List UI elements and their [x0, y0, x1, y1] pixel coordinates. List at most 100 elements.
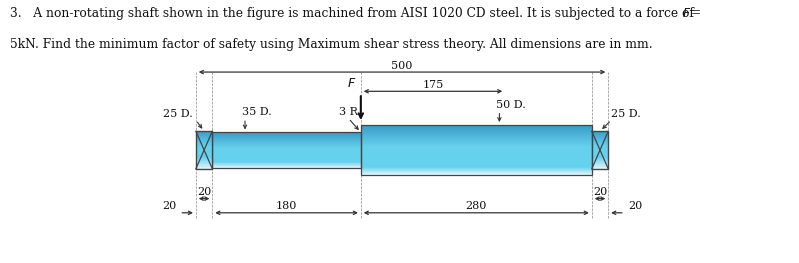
Text: 20: 20: [628, 201, 642, 211]
Bar: [213, 135, 361, 136]
Bar: [196, 144, 213, 145]
Bar: [196, 165, 213, 166]
Text: 180: 180: [276, 201, 297, 211]
Bar: [592, 154, 608, 155]
Bar: [592, 161, 608, 162]
Text: 5kN. Find the minimum factor of safety using Maximum shear stress theory. All di: 5kN. Find the minimum factor of safety u…: [10, 38, 652, 51]
Bar: [592, 143, 608, 144]
Bar: [213, 133, 361, 134]
Bar: [592, 136, 608, 137]
Bar: [592, 138, 608, 139]
Bar: [592, 158, 608, 159]
Bar: [196, 152, 213, 153]
Text: 25 D.: 25 D.: [163, 109, 193, 119]
Text: $\it{F}$: $\it{F}$: [347, 77, 356, 90]
Text: 175: 175: [423, 80, 443, 90]
Bar: [213, 134, 361, 135]
Bar: [361, 156, 592, 157]
Bar: [361, 135, 592, 136]
Bar: [213, 151, 361, 152]
Bar: [361, 125, 592, 175]
Bar: [361, 146, 592, 147]
Bar: [213, 142, 361, 143]
Bar: [592, 141, 608, 142]
Text: 50 D.: 50 D.: [496, 100, 526, 110]
Text: 500: 500: [392, 61, 413, 71]
Bar: [361, 147, 592, 148]
Bar: [361, 133, 592, 134]
Bar: [196, 134, 213, 135]
Bar: [361, 167, 592, 168]
Bar: [592, 139, 608, 140]
Bar: [592, 149, 608, 150]
Bar: [361, 139, 592, 140]
Text: 3 R.: 3 R.: [339, 107, 361, 117]
Bar: [592, 163, 608, 164]
Bar: [361, 153, 592, 154]
Bar: [361, 140, 592, 141]
Bar: [361, 160, 592, 161]
Bar: [592, 155, 608, 156]
Bar: [361, 161, 592, 162]
Bar: [592, 147, 608, 148]
Bar: [361, 143, 592, 144]
Bar: [361, 137, 592, 138]
Bar: [213, 156, 361, 157]
Bar: [213, 145, 361, 146]
Bar: [592, 135, 608, 136]
Bar: [361, 168, 592, 169]
Bar: [361, 131, 592, 132]
Bar: [213, 162, 361, 163]
Bar: [361, 132, 592, 133]
Bar: [361, 136, 592, 137]
Bar: [213, 148, 361, 149]
Bar: [196, 157, 213, 158]
Bar: [592, 133, 608, 134]
Bar: [213, 139, 361, 140]
Bar: [592, 152, 608, 153]
Bar: [213, 159, 361, 160]
Bar: [196, 147, 213, 148]
Bar: [213, 161, 361, 162]
Bar: [361, 150, 592, 151]
Text: 20: 20: [197, 187, 211, 197]
Bar: [196, 149, 213, 150]
Bar: [196, 151, 213, 152]
Bar: [213, 147, 361, 148]
Bar: [592, 164, 608, 165]
Bar: [361, 145, 592, 146]
Bar: [213, 153, 361, 154]
Bar: [196, 168, 213, 169]
Bar: [196, 163, 213, 164]
Bar: [196, 162, 213, 163]
Bar: [361, 173, 592, 174]
Text: 35 D.: 35 D.: [242, 107, 272, 117]
Bar: [592, 131, 608, 132]
Bar: [361, 134, 592, 135]
Bar: [361, 149, 592, 150]
Bar: [196, 136, 213, 137]
Bar: [196, 160, 213, 161]
Bar: [361, 158, 592, 159]
Bar: [196, 159, 213, 160]
Bar: [213, 150, 361, 151]
Bar: [213, 137, 361, 138]
Bar: [592, 165, 608, 166]
Bar: [592, 145, 608, 146]
Bar: [361, 165, 592, 166]
Bar: [592, 144, 608, 145]
Bar: [196, 132, 213, 133]
Bar: [361, 172, 592, 173]
Bar: [213, 132, 361, 168]
Bar: [592, 159, 608, 160]
Bar: [213, 166, 361, 167]
Bar: [592, 160, 608, 161]
Bar: [361, 138, 592, 139]
Bar: [592, 153, 608, 154]
Bar: [196, 142, 213, 143]
Bar: [361, 128, 592, 129]
Bar: [196, 131, 213, 132]
Bar: [361, 127, 592, 128]
Text: 3.   A non-rotating shaft shown in the figure is machined from AISI 1020 CD stee: 3. A non-rotating shaft shown in the fig…: [10, 7, 698, 19]
Bar: [196, 150, 213, 151]
